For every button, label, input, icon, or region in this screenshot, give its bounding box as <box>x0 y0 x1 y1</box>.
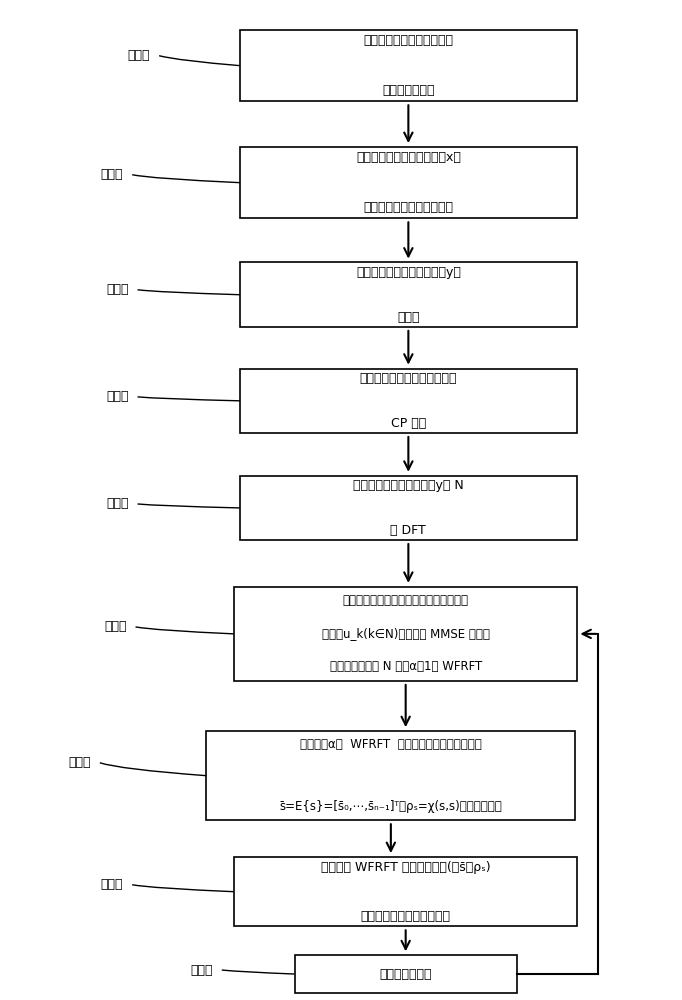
Text: 步骤二: 步骤二 <box>101 168 123 181</box>
Bar <box>240 262 577 327</box>
Text: 步骤三: 步骤三 <box>106 283 129 296</box>
Text: 步骤四: 步骤四 <box>106 390 129 403</box>
Text: 步骤六: 步骤六 <box>104 620 127 633</box>
Text: 入循环前缀并经过并串转换: 入循环前缀并经过并串转换 <box>364 201 454 214</box>
Text: 成混合载波调制: 成混合载波调制 <box>382 84 434 97</box>
Text: 对步骤一中得到的时域序列x加: 对步骤一中得到的时域序列x加 <box>356 151 461 164</box>
Text: s̄=E{s}=[s̄₀,⋯,s̄ₙ₋₁]ᵀ和ρₛ=χ(s,s)进行渐进估计: s̄=E{s}=[s̄₀,⋯,s̄ₙ₋₁]ᵀ和ρₛ=χ(s,s)进行渐进估计 <box>280 800 502 813</box>
Text: CP 部分: CP 部分 <box>391 417 426 430</box>
Text: 对接收到的频域某子载波对应的频率上的: 对接收到的频域某子载波对应的频率上的 <box>342 594 469 607</box>
Text: 采样点u_k(k∈N)进行线性 MMSE 估计，: 采样点u_k(k∈N)进行线性 MMSE 估计， <box>322 627 490 640</box>
Bar <box>234 587 578 681</box>
Bar <box>295 955 517 993</box>
Bar <box>206 731 576 820</box>
Text: 步骤五: 步骤五 <box>106 497 129 510</box>
Text: 将步骤二中的时域采样序列y串: 将步骤二中的时域采样序列y串 <box>356 266 461 279</box>
Text: 来计算对应的频域先验信息: 来计算对应的频域先验信息 <box>361 910 451 923</box>
Text: 对接收到的时域采样序列y做 N: 对接收到的时域采样序列y做 N <box>353 479 464 492</box>
Bar <box>240 147 577 218</box>
Text: 行发送: 行发送 <box>397 311 419 324</box>
Text: 对发送端α阶  WFRFT  域数据序列对应的先验信息: 对发送端α阶 WFRFT 域数据序列对应的先验信息 <box>300 738 481 751</box>
Text: 并对估计序列做 N 点的α－1阶 WFRFT: 并对估计序列做 N 点的α－1阶 WFRFT <box>329 660 481 673</box>
Text: 混合载波调制系统发送端完: 混合载波调制系统发送端完 <box>364 34 454 47</box>
Bar <box>234 857 578 926</box>
Bar <box>240 30 577 101</box>
Text: 步骤九: 步骤九 <box>190 964 213 977</box>
Bar <box>240 369 577 433</box>
Text: 步骤一: 步骤一 <box>128 49 150 62</box>
Text: 步骤七: 步骤七 <box>68 756 91 769</box>
Text: 先验信息的反馈: 先验信息的反馈 <box>379 968 432 981</box>
Bar <box>240 476 577 540</box>
Text: 混合载波调制系统接收端忽略: 混合载波调制系统接收端忽略 <box>359 372 457 385</box>
Text: 步骤八: 步骤八 <box>101 878 123 891</box>
Text: 借助估计 WFRFT 域的先验信息(即s̄和ρₛ): 借助估计 WFRFT 域的先验信息(即s̄和ρₛ) <box>321 861 490 874</box>
Text: 点 DFT: 点 DFT <box>391 524 426 537</box>
